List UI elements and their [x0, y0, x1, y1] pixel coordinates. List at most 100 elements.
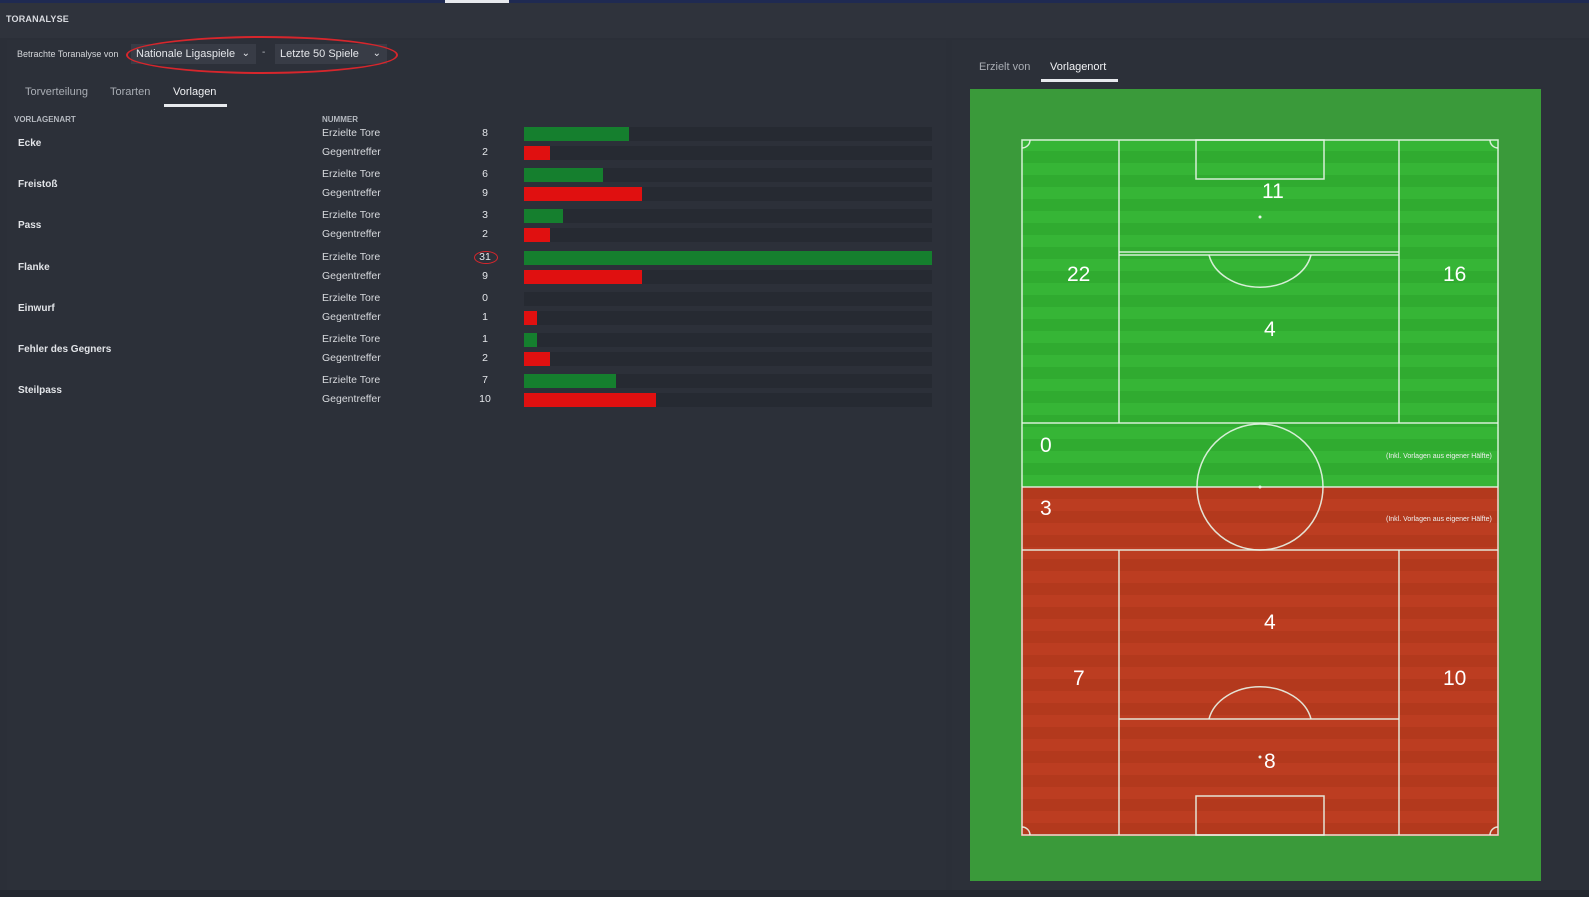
zone-defense-box-center-value: 8	[1264, 750, 1276, 773]
table-group: Flanke Erzielte Tore 31 Gegentreffer 9	[12, 249, 934, 288]
category-label: Steilpass	[18, 385, 62, 396]
conceded-bar	[524, 187, 642, 201]
scored-bar	[524, 333, 537, 347]
scored-value: 6	[482, 168, 488, 180]
zone-defense-center-mid-value: 4	[1264, 611, 1276, 634]
conceded-bar	[524, 352, 550, 366]
filter-separator: -	[262, 47, 266, 58]
conceded-bar	[524, 146, 550, 160]
conceded-label: Gegentreffer	[322, 228, 381, 240]
scored-bar	[524, 168, 603, 182]
scored-bar	[524, 374, 616, 388]
tab-torarten[interactable]: Torarten	[110, 86, 151, 98]
scored-bar-track	[524, 209, 932, 223]
category-label: Einwurf	[18, 303, 55, 314]
category-label: Pass	[18, 220, 42, 231]
conceded-bar-track	[524, 352, 932, 366]
table-group: Einwurf Erzielte Tore 0 Gegentreffer 1	[12, 290, 934, 329]
conceded-bar	[524, 270, 642, 284]
zone-attack-own-half-value: 0	[1040, 434, 1052, 457]
bottom-bar	[0, 890, 1589, 897]
scored-label: Erzielte Tore	[322, 292, 381, 304]
category-label: Fehler des Gegners	[18, 344, 112, 355]
title-bar: TORANALYSE	[0, 3, 1589, 38]
scored-bar	[524, 127, 629, 141]
zone-defense-right-wing-value: 10	[1443, 667, 1467, 690]
conceded-value: 9	[482, 187, 488, 199]
filter-label: Betrachte Toranalyse von	[17, 49, 119, 59]
zone-defense-own-half-value: 3	[1040, 497, 1052, 520]
conceded-label: Gegentreffer	[322, 352, 381, 364]
scored-label: Erzielte Tore	[322, 251, 381, 263]
conceded-value: 2	[482, 228, 488, 240]
scored-bar	[524, 251, 932, 265]
conceded-label: Gegentreffer	[322, 393, 381, 405]
zone-defense-left-wing-value: 7	[1073, 667, 1085, 690]
tab-vorlagenort[interactable]: Vorlagenort	[1050, 61, 1107, 73]
conceded-bar-track	[524, 187, 932, 201]
table-group: Fehler des Gegners Erzielte Tore 1 Gegentre…	[12, 331, 934, 370]
conceded-bar	[524, 311, 537, 325]
scored-label: Erzielte Tore	[322, 374, 381, 386]
scored-bar-track	[524, 292, 932, 306]
zone-defense-own-half-note: (Inkl. Vorlagen aus eigener Hälfte)	[1386, 516, 1492, 523]
conceded-bar-track	[524, 270, 932, 284]
scored-value: 8	[482, 127, 488, 139]
scored-value: 7	[482, 374, 488, 386]
tab-erzielt-von[interactable]: Erzielt von	[979, 61, 1031, 73]
scored-label: Erzielte Tore	[322, 127, 381, 139]
category-label: Freistoß	[18, 179, 58, 190]
category-label: Ecke	[18, 138, 42, 149]
zone-attack-right-wing-value: 16	[1443, 263, 1467, 286]
scored-bar-track	[524, 251, 932, 265]
conceded-label: Gegentreffer	[322, 187, 381, 199]
category-label: Flanke	[18, 262, 50, 273]
zone-attack-own-half-note: (Inkl. Vorlagen aus eigener Hälfte)	[1386, 453, 1492, 460]
column-header-number: NUMMER	[322, 115, 358, 124]
scored-bar	[524, 209, 563, 223]
competition-dropdown[interactable]: Nationale Ligaspiele ⌄	[131, 44, 256, 64]
top-accent-line	[0, 0, 1589, 3]
table-group: Freistoß Erzielte Tore 6 Gegentreffer 9	[12, 166, 934, 205]
tab-active-underline	[1041, 79, 1118, 82]
tab-active-underline	[164, 104, 227, 107]
scored-bar-track	[524, 168, 932, 182]
chevron-down-icon: ⌄	[241, 48, 250, 59]
column-header-type: VORLAGENART	[14, 115, 76, 124]
zone-attack-center-mid-value: 4	[1264, 318, 1276, 341]
table-group: Pass Erzielte Tore 3 Gegentreffer 2	[12, 207, 934, 246]
conceded-value: 2	[482, 352, 488, 364]
table-group: Steilpass Erzielte Tore 7 Gegentreffer 10	[12, 372, 934, 411]
conceded-value: 9	[482, 270, 488, 282]
conceded-bar-track	[524, 311, 932, 325]
conceded-label: Gegentreffer	[322, 270, 381, 282]
period-dropdown[interactable]: Letzte 50 Spiele ⌄	[275, 44, 387, 64]
conceded-label: Gegentreffer	[322, 146, 381, 158]
scored-label: Erzielte Tore	[322, 209, 381, 221]
value-annotation-circle	[474, 251, 498, 264]
period-dropdown-value: Letzte 50 Spiele	[280, 48, 359, 60]
table-group: Ecke Erzielte Tore 8 Gegentreffer 2	[12, 125, 934, 164]
conceded-bar-track	[524, 146, 932, 160]
conceded-value: 1	[482, 311, 488, 323]
conceded-value: 10	[479, 393, 491, 405]
tab-vorlagen[interactable]: Vorlagen	[173, 86, 217, 98]
scored-value: 0	[482, 292, 488, 304]
zone-attack-left-wing-value: 22	[1067, 263, 1091, 286]
pitch-graphic	[1021, 139, 1499, 836]
active-nav-indicator	[445, 0, 509, 3]
scored-bar-track	[524, 127, 932, 141]
conceded-bar-track	[524, 228, 932, 242]
scored-label: Erzielte Tore	[322, 333, 381, 345]
conceded-bar	[524, 393, 656, 407]
page-title: TORANALYSE	[6, 14, 70, 24]
competition-dropdown-value: Nationale Ligaspiele	[136, 48, 236, 60]
scored-bar-track	[524, 374, 932, 388]
conceded-bar-track	[524, 393, 932, 407]
conceded-label: Gegentreffer	[322, 311, 381, 323]
scored-value: 1	[482, 333, 488, 345]
tab-torverteilung[interactable]: Torverteilung	[25, 86, 88, 98]
zone-attack-box-center-value: 11	[1262, 180, 1284, 203]
scored-value: 3	[482, 209, 488, 221]
conceded-bar	[524, 228, 550, 242]
